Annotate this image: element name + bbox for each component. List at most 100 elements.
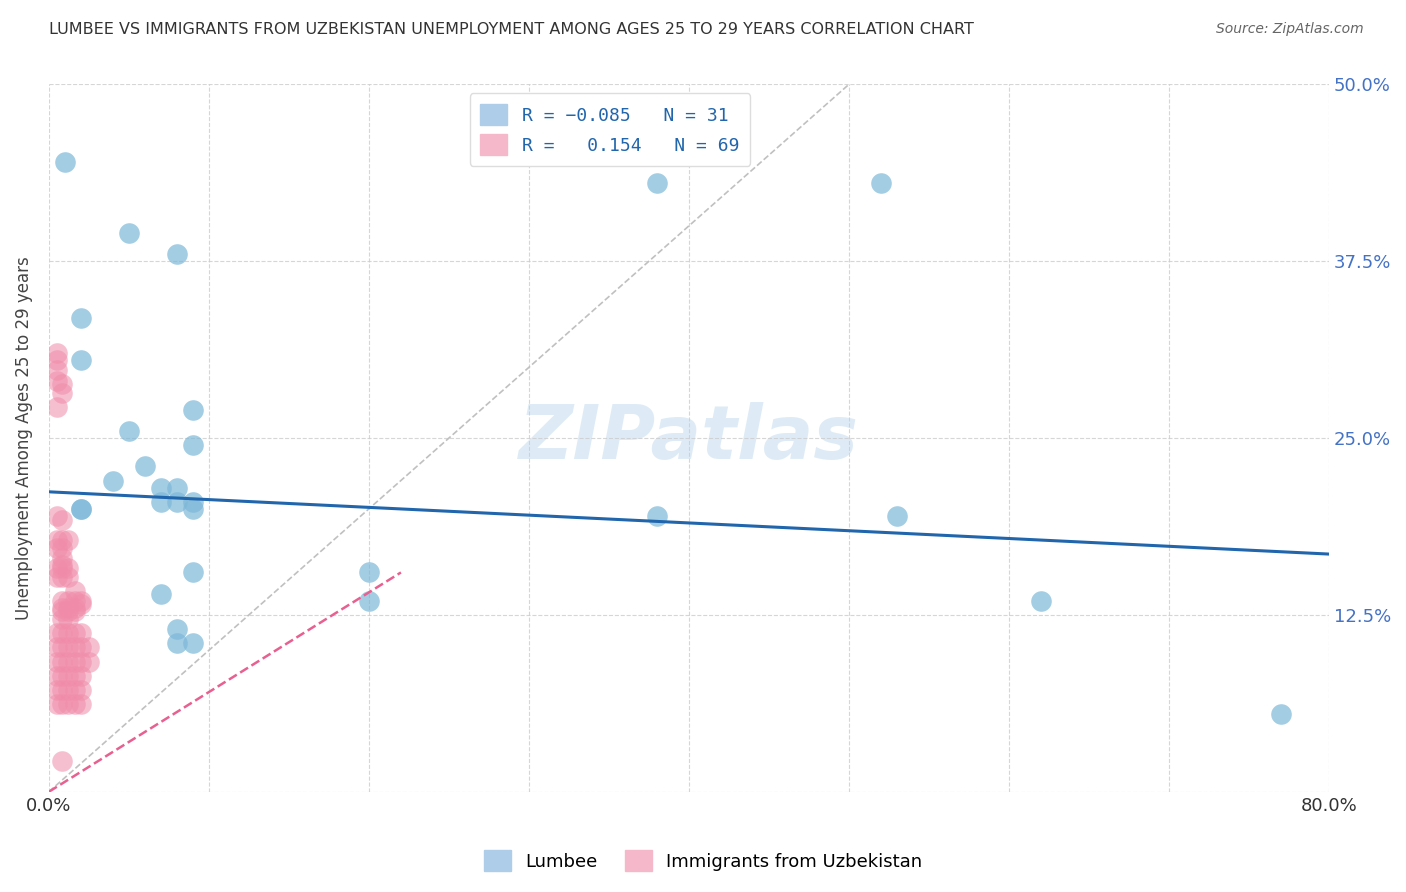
Point <box>70 593 93 607</box>
Point <box>56 533 79 547</box>
Point <box>645 177 668 191</box>
Point <box>70 501 93 516</box>
Point <box>46 346 69 360</box>
Point <box>70 626 93 640</box>
Point <box>51 655 73 669</box>
Point <box>51 561 73 575</box>
Point <box>56 561 79 575</box>
Point <box>51 600 73 615</box>
Point <box>51 377 73 392</box>
Point <box>51 604 73 618</box>
Point <box>51 612 73 626</box>
Point <box>51 558 73 573</box>
Point <box>46 533 69 547</box>
Point <box>77 655 100 669</box>
Point <box>70 697 93 711</box>
Legend: Lumbee, Immigrants from Uzbekistan: Lumbee, Immigrants from Uzbekistan <box>477 843 929 879</box>
Point <box>56 604 79 618</box>
Point <box>63 604 86 618</box>
Point <box>149 481 172 495</box>
Point <box>56 669 79 683</box>
Point <box>869 177 891 191</box>
Point <box>46 697 69 711</box>
Point <box>70 682 93 697</box>
Point <box>70 655 93 669</box>
Point <box>63 682 86 697</box>
Point <box>46 375 69 389</box>
Point <box>46 669 69 683</box>
Point <box>181 402 204 417</box>
Point <box>56 655 79 669</box>
Point <box>46 570 69 584</box>
Point <box>51 551 73 566</box>
Point <box>51 541 73 556</box>
Point <box>77 640 100 655</box>
Point <box>645 508 668 523</box>
Point <box>70 353 93 368</box>
Point <box>101 474 124 488</box>
Point <box>56 600 79 615</box>
Point <box>357 593 380 607</box>
Point <box>166 247 188 261</box>
Point <box>46 640 69 655</box>
Point <box>63 583 86 598</box>
Point <box>46 655 69 669</box>
Point <box>70 310 93 325</box>
Text: LUMBEE VS IMMIGRANTS FROM UZBEKISTAN UNEMPLOYMENT AMONG AGES 25 TO 29 YEARS CORR: LUMBEE VS IMMIGRANTS FROM UZBEKISTAN UNE… <box>49 22 974 37</box>
Point <box>56 626 79 640</box>
Point <box>70 501 93 516</box>
Point <box>149 494 172 508</box>
Point <box>118 424 141 438</box>
Point <box>51 669 73 683</box>
Point <box>53 155 76 169</box>
Point <box>51 626 73 640</box>
Point <box>51 682 73 697</box>
Point <box>56 682 79 697</box>
Y-axis label: Unemployment Among Ages 25 to 29 years: Unemployment Among Ages 25 to 29 years <box>15 256 32 620</box>
Point <box>51 754 73 768</box>
Point <box>46 508 69 523</box>
Point <box>63 626 86 640</box>
Point <box>70 597 93 611</box>
Point <box>63 697 86 711</box>
Point <box>1270 706 1292 721</box>
Point <box>51 533 73 547</box>
Point <box>63 593 86 607</box>
Point <box>46 541 69 556</box>
Point <box>51 640 73 655</box>
Point <box>118 226 141 240</box>
Point <box>181 501 204 516</box>
Point <box>181 494 204 508</box>
Point <box>166 494 188 508</box>
Point <box>56 570 79 584</box>
Point <box>51 593 73 607</box>
Point <box>46 400 69 414</box>
Point <box>51 570 73 584</box>
Text: ZIPatlas: ZIPatlas <box>519 401 859 475</box>
Point <box>56 612 79 626</box>
Point <box>63 655 86 669</box>
Point <box>166 622 188 636</box>
Point <box>51 513 73 527</box>
Point <box>63 669 86 683</box>
Point <box>70 669 93 683</box>
Point <box>166 636 188 650</box>
Point <box>51 385 73 400</box>
Point <box>149 587 172 601</box>
Point <box>886 508 908 523</box>
Point <box>56 640 79 655</box>
Point <box>46 363 69 377</box>
Point <box>181 438 204 452</box>
Point <box>46 353 69 368</box>
Point <box>357 566 380 580</box>
Point <box>56 697 79 711</box>
Point <box>70 640 93 655</box>
Legend: R = −0.085   N = 31, R =   0.154   N = 69: R = −0.085 N = 31, R = 0.154 N = 69 <box>470 94 751 166</box>
Point <box>181 566 204 580</box>
Point <box>46 626 69 640</box>
Point <box>134 459 156 474</box>
Point <box>1029 593 1052 607</box>
Text: Source: ZipAtlas.com: Source: ZipAtlas.com <box>1216 22 1364 37</box>
Point <box>56 593 79 607</box>
Point <box>166 481 188 495</box>
